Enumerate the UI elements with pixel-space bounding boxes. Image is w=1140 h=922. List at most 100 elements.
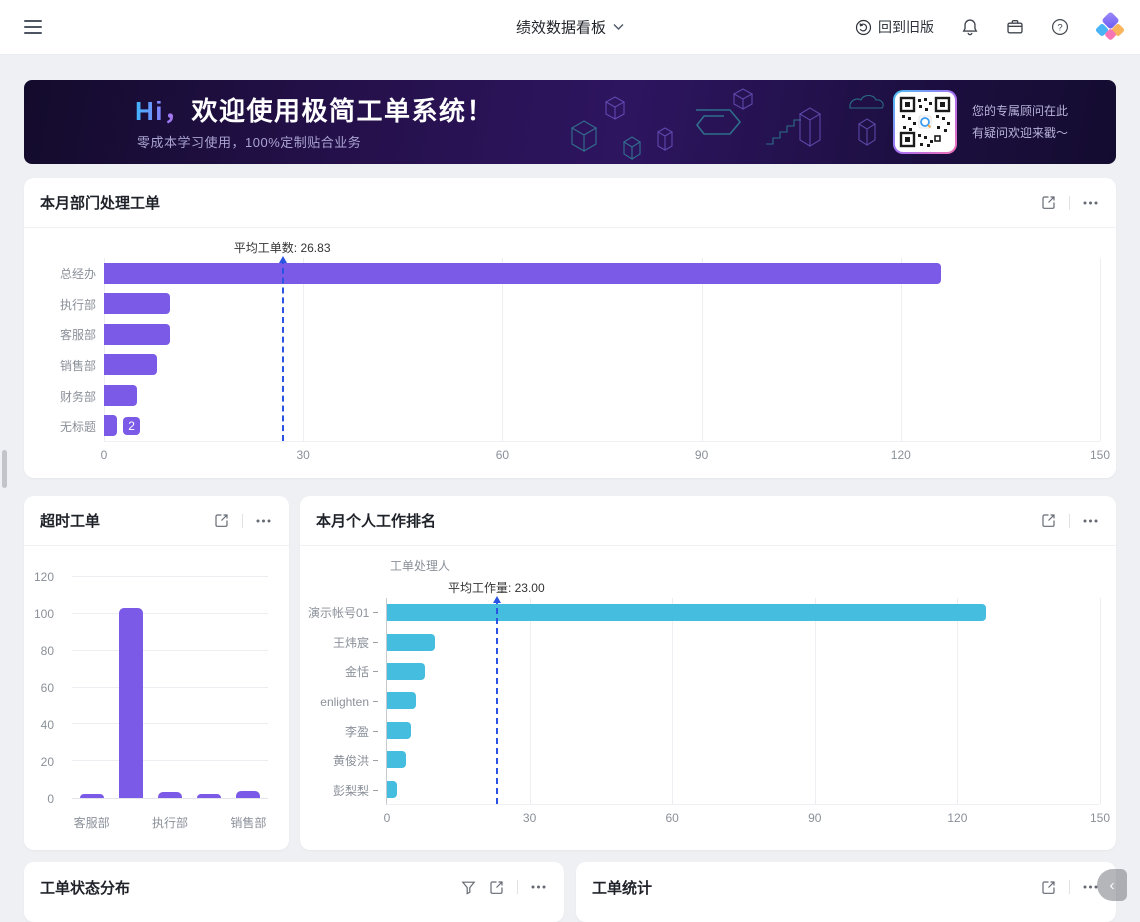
bar-2[interactable] <box>104 323 171 345</box>
bar-row <box>387 686 1100 715</box>
category-label-text: 金恬 <box>344 665 369 680</box>
dashboard-title-dropdown[interactable]: 绩效数据看板 <box>516 17 624 38</box>
gridline <box>672 598 674 804</box>
overtime-workorders-card: 超时工单 0 20 40 60 80 100 120 客服部 执行部 销售部 <box>24 496 289 850</box>
divider <box>242 513 243 528</box>
bar-row <box>387 775 1100 804</box>
divider <box>1069 195 1070 210</box>
x-tick-label: 150 <box>1089 811 1111 825</box>
help-icon: ? <box>1051 18 1069 36</box>
x-axis-labels: 客服部 执行部 销售部 <box>72 814 268 830</box>
back-to-old-version-button[interactable]: 回到旧版 <box>855 17 934 37</box>
gridline <box>1100 598 1101 804</box>
bar-3[interactable] <box>197 794 222 798</box>
gridline <box>72 686 268 688</box>
category-label-text: 王炜宸 <box>332 635 369 650</box>
x-category-label: 执行部 <box>151 816 189 830</box>
bar-row <box>387 598 1100 627</box>
x-tick-label: 0 <box>383 811 391 825</box>
y-tick-label: 60 <box>40 681 54 695</box>
bar-0[interactable] <box>79 794 104 798</box>
category-label-text: 执行部 <box>59 297 96 312</box>
category-label: 无标题 <box>48 411 96 442</box>
expand-icon[interactable] <box>489 880 504 895</box>
gridline <box>72 612 268 614</box>
bar-1[interactable] <box>104 293 171 315</box>
bar-5[interactable] <box>104 415 118 437</box>
category-label: 李盈 <box>308 716 378 746</box>
bar-2[interactable] <box>387 663 426 681</box>
bar-6[interactable] <box>387 780 397 798</box>
expand-icon[interactable] <box>1041 513 1056 528</box>
axis-tick <box>373 730 378 732</box>
notifications-button[interactable] <box>961 18 979 36</box>
gridline <box>502 258 504 441</box>
card-title: 工单统计 <box>592 879 653 897</box>
bar-5[interactable] <box>387 751 406 769</box>
bar-3[interactable] <box>387 692 416 710</box>
more-icon[interactable] <box>1083 201 1098 205</box>
help-button[interactable]: ? <box>1051 18 1069 36</box>
scrollbar-thumb[interactable] <box>2 450 7 488</box>
bar-value-label: 2 <box>123 416 140 435</box>
briefcase-icon <box>1007 20 1023 34</box>
category-label: 执行部 <box>48 289 96 320</box>
bar-1[interactable] <box>387 633 435 651</box>
y-tick-label: 0 <box>47 792 54 806</box>
card-header: 本月个人工作排名 <box>300 496 1116 546</box>
category-label-text: 黄俊洪 <box>332 754 369 769</box>
bell-icon <box>962 19 978 36</box>
category-label: 财务部 <box>48 381 96 412</box>
navbar-actions: 回到旧版 ? <box>855 0 1126 54</box>
qr-caption-line1: 您的专属顾问在此 <box>972 104 1069 118</box>
category-label-text: 客服部 <box>59 328 96 343</box>
more-icon[interactable] <box>531 885 546 889</box>
more-icon[interactable] <box>1083 519 1098 523</box>
gridline <box>957 598 959 804</box>
bar-4[interactable] <box>236 790 261 798</box>
x-tick-label: 30 <box>296 448 310 462</box>
app-logo[interactable] <box>1094 11 1126 41</box>
card-header: 工单状态分布 <box>24 862 564 912</box>
personal-bar-chart: 演示帐号01 王炜宸 金恬 enlighten 李盈 黄俊洪 彭梨梨 平均工作量: 23.0… <box>308 581 1110 825</box>
y-tick-label: 40 <box>40 718 54 733</box>
messages-button[interactable] <box>1006 18 1024 36</box>
y-axis-labels: 总经办 执行部 客服部 销售部 财务部 无标题 <box>48 258 104 442</box>
qr-code-pattern <box>899 96 951 148</box>
bar-row: 2 <box>104 411 1100 442</box>
banner-headline: Hi，欢迎使用极简工单系统！ <box>135 91 494 128</box>
x-tick-label: 90 <box>694 448 709 462</box>
expand-icon[interactable] <box>1041 880 1056 895</box>
more-icon[interactable] <box>256 519 271 523</box>
bar-2[interactable] <box>158 792 182 798</box>
bar-4[interactable] <box>104 384 138 406</box>
category-label: 演示帐号01 <box>308 598 378 628</box>
qr-code <box>893 90 957 154</box>
bar-4[interactable] <box>387 721 411 739</box>
gridline <box>900 258 902 441</box>
bar-1[interactable] <box>118 608 143 798</box>
expand-icon[interactable] <box>214 513 229 528</box>
collapse-panel-handle[interactable]: ‹ <box>1097 869 1127 901</box>
axis-tick <box>373 671 378 673</box>
average-line-arrow <box>279 256 288 263</box>
y-tick-label: 20 <box>40 755 54 770</box>
menu-icon[interactable] <box>24 20 42 34</box>
plot-area: 平均工作量: 23.00 0 30 60 90 120 150 <box>384 581 1110 825</box>
banner-subtitle: 零成本学习使用，100%定制贴合业务 <box>137 135 362 150</box>
axis-tick <box>373 612 378 614</box>
card-header: 工单统计 <box>576 862 1116 912</box>
x-axis-labels: 0 30 60 90 120 150 <box>383 804 1110 826</box>
x-tick-label: 60 <box>665 811 679 825</box>
bar-0[interactable] <box>104 262 941 284</box>
bar-0[interactable] <box>387 604 986 622</box>
more-icon[interactable] <box>1083 885 1098 889</box>
category-label-text: 财务部 <box>59 389 96 404</box>
filter-icon[interactable] <box>461 880 476 895</box>
bar-3[interactable] <box>104 354 158 376</box>
bar-row <box>104 380 1100 411</box>
expand-icon[interactable] <box>1041 195 1056 210</box>
y-tick-label: 120 <box>33 570 54 584</box>
category-label-text: 演示帐号01 <box>308 606 370 621</box>
card-actions <box>214 513 271 528</box>
